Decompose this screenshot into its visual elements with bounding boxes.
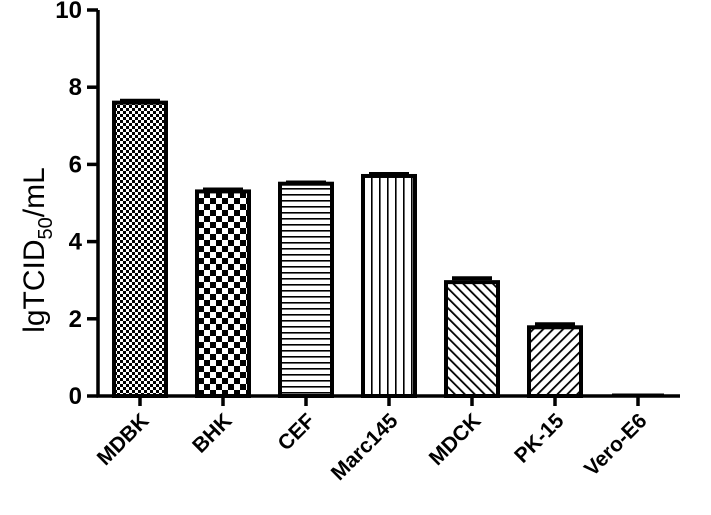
bar-mdck [444,280,500,399]
y-axis-title-suffix: /mL [18,167,51,217]
y-tick-label: 2 [69,306,82,333]
bar-mdbk [112,100,168,398]
x-category-label: PK-15 [510,409,569,468]
plot-area: 0 2 4 6 8 10 MDBK BHK CEF Marc145 MDCK PK-15 Vero-E6 [55,0,680,485]
y-tick-label: 8 [69,74,82,101]
y-tick-label: 10 [55,0,82,24]
x-category-label: Marc145 [327,409,403,485]
y-axis-title-prefix: lgTCID [18,239,51,332]
y-axis-title-subscript: 50 [35,217,57,239]
y-tick-label: 0 [69,383,82,410]
y-tick-label: 4 [69,229,83,256]
bar-pk-15 [527,325,583,398]
x-category-label: MDBK [93,409,154,470]
bar-cef [278,181,334,398]
y-axis-title: lgTCID50/mL [18,167,57,333]
x-category-label: CEF [274,409,320,455]
x-category-label: Vero-E6 [580,409,652,481]
bar-bhk [195,189,251,398]
y-tick-label: 6 [69,151,82,178]
x-category-label: BHK [188,409,236,457]
bar-marc145 [361,173,417,398]
x-category-label: MDCK [425,409,486,470]
